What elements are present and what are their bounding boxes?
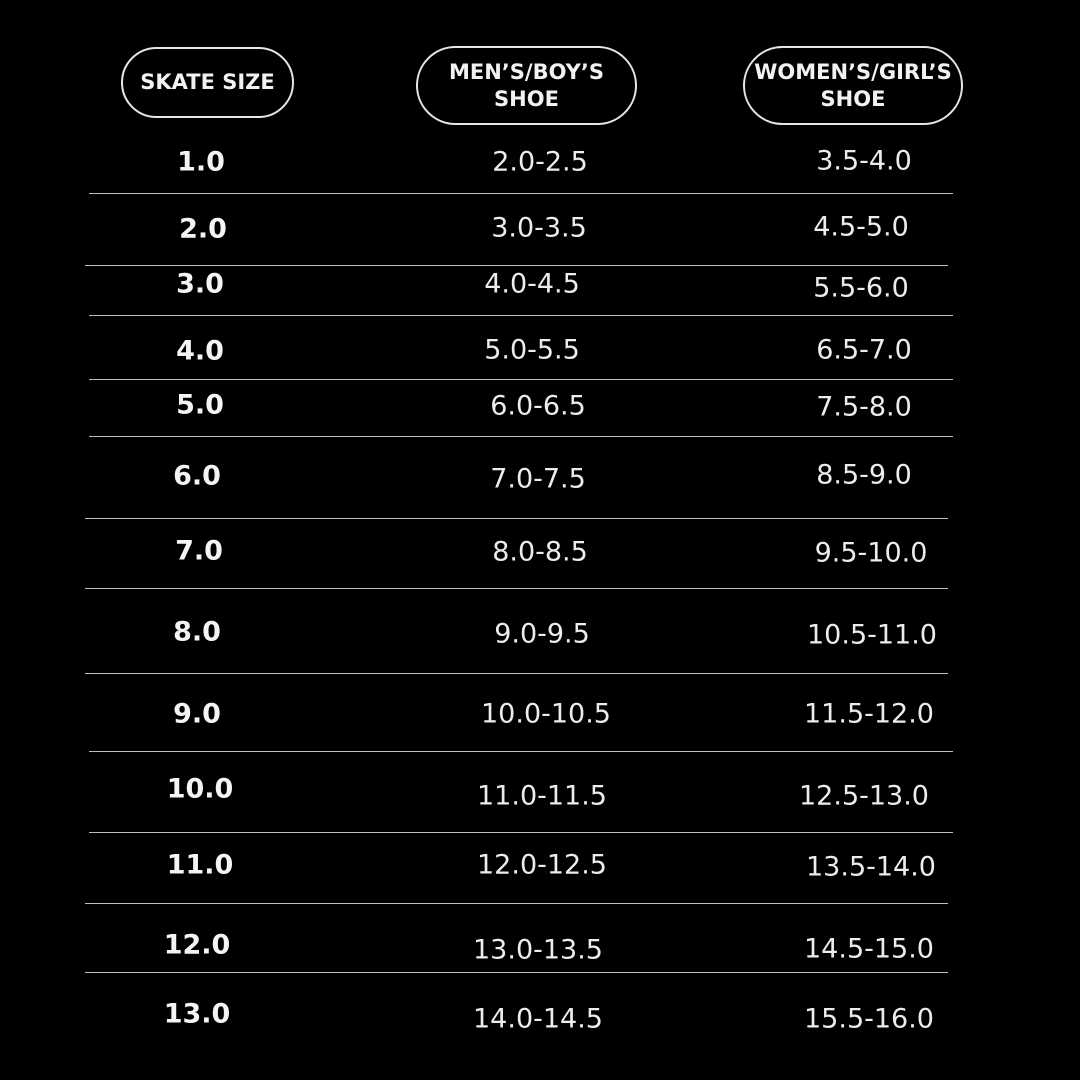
skate-size: 6.0 [173,460,221,492]
column-header: MEN’S/BOY’S SHOE [416,46,637,125]
shoe-size: 14.5-15.0 [804,933,934,965]
shoe-size: 14.0-14.5 [473,1003,603,1035]
shoe-size: 11.0-11.5 [477,780,607,812]
shoe-size: 12.0-12.5 [477,849,607,881]
shoe-size: 10.0-10.5 [481,698,611,730]
skate-size: 3.0 [176,268,224,300]
row-divider [89,315,953,316]
shoe-size: 7.0-7.5 [490,463,586,495]
shoe-size: 5.0-5.5 [484,334,580,366]
shoe-size: 11.5-12.0 [804,698,934,730]
skate-size: 8.0 [173,616,221,648]
shoe-size: 7.5-8.0 [816,391,912,423]
shoe-size: 2.0-2.5 [492,146,588,178]
column-header: WOMEN’S/GIRL’S SHOE [743,46,963,125]
shoe-size: 9.0-9.5 [494,618,590,650]
row-divider [89,379,953,380]
row-divider [89,832,953,833]
skate-size: 10.0 [166,773,234,805]
skate-size: 12.0 [163,929,231,961]
shoe-size: 8.5-9.0 [816,459,912,491]
shoe-size: 4.5-5.0 [813,211,909,243]
shoe-size: 13.5-14.0 [806,851,936,883]
skate-size: 1.0 [177,146,225,178]
skate-size: 11.0 [166,849,234,881]
row-divider [85,265,948,266]
row-divider [85,588,948,589]
shoe-size: 4.0-4.5 [484,268,580,300]
skate-size: 7.0 [175,535,223,567]
skate-size: 4.0 [176,335,224,367]
skate-size: 13.0 [163,998,231,1030]
shoe-size: 9.5-10.0 [814,537,928,569]
shoe-size: 15.5-16.0 [804,1003,934,1035]
shoe-size: 12.5-13.0 [799,780,929,812]
row-divider [85,903,948,904]
shoe-size: 5.5-6.0 [813,272,909,304]
row-divider [89,751,953,752]
skate-size: 9.0 [173,698,221,730]
skate-size: 2.0 [179,213,227,245]
shoe-size: 3.5-4.0 [816,145,912,177]
shoe-size: 8.0-8.5 [492,536,588,568]
shoe-size: 6.5-7.0 [816,334,912,366]
shoe-size: 10.5-11.0 [807,619,937,651]
row-divider [85,518,948,519]
row-divider [85,673,948,674]
row-divider [89,436,953,437]
column-header: SKATE SIZE [121,47,294,118]
shoe-size: 13.0-13.5 [473,934,603,966]
shoe-size: 6.0-6.5 [490,390,586,422]
skate-size: 5.0 [176,389,224,421]
shoe-size: 3.0-3.5 [491,212,587,244]
row-divider [89,193,953,194]
row-divider [85,972,948,973]
